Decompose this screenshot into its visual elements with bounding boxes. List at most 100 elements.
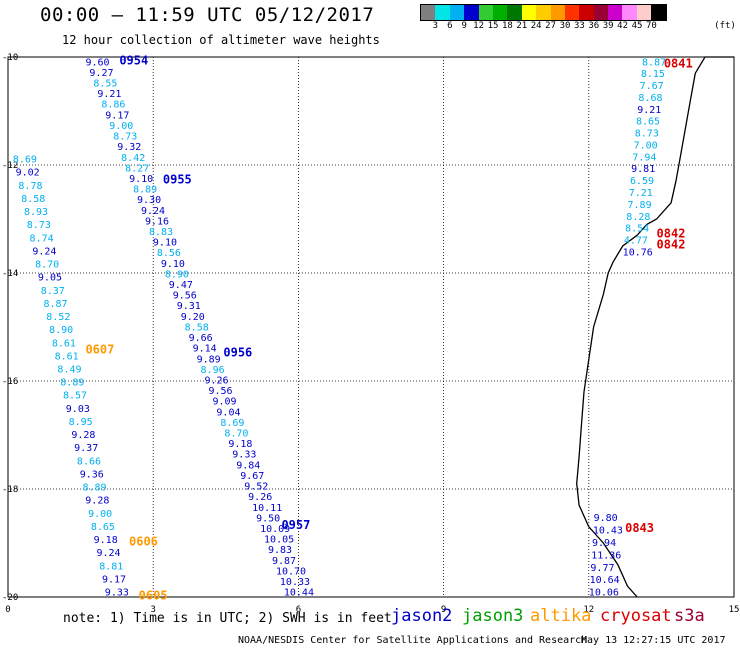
track-c-wave-height: 10.64 <box>590 575 620 586</box>
track-c-wave-height: 8.65 <box>636 117 660 128</box>
track-a-wave-height: 9.60 <box>85 57 109 68</box>
colorbar-swatch <box>449 5 465 20</box>
track-a-wave-height: 8.73 <box>113 132 137 143</box>
colorbar-tick-label: 3 <box>432 21 439 31</box>
track-a-wave-height: 8.56 <box>157 248 181 259</box>
track-b-wave-height: 8.95 <box>69 417 93 428</box>
colorbar-swatch <box>579 5 594 20</box>
coastline <box>576 56 734 598</box>
colorbar-swatch <box>464 5 479 20</box>
colorbar-swatch <box>536 5 551 20</box>
colorbar-swatch <box>421 5 436 20</box>
track-b-wave-height: 8.69 <box>13 155 37 166</box>
track-c-wave-height: 8.73 <box>635 129 659 140</box>
track-a-wave-height: 8.69 <box>220 418 244 429</box>
legend-cryosat: cryosat <box>600 606 672 626</box>
track-c-wave-height: 9.21 <box>637 105 661 116</box>
track-a-wave-height: 9.10 <box>153 238 177 249</box>
pass-time-label: 0954 <box>119 54 148 68</box>
colorbar-tick-label: 30 <box>559 21 571 31</box>
track-a-wave-height: 9.50 <box>256 513 280 524</box>
track-a-wave-height: 8.90 <box>165 269 189 280</box>
pass-time-label: 0841 <box>664 56 693 70</box>
track-b-wave-height: 9.17 <box>102 574 126 585</box>
track-a-wave-height: 10.09 <box>260 524 290 535</box>
track-c-wave-height: 7.21 <box>629 188 653 199</box>
chart-title: 00:00 – 11:59 UTC 05/12/2017 <box>40 4 375 26</box>
track-a-wave-height: 8.96 <box>201 365 225 376</box>
track-a-wave-height: 10.05 <box>264 535 294 546</box>
track-a-wave-height: 9.14 <box>193 344 217 355</box>
track-b-wave-height: 9.37 <box>74 443 98 454</box>
pass-time-label: 0842 <box>657 237 686 251</box>
colorbar-swatch <box>651 5 666 20</box>
map-svg: 0 3 6 9 12 15-10-12-14-16-18-209.609.278.559.… <box>2 53 739 615</box>
track-b-wave-height: 9.05 <box>38 273 62 284</box>
track-a-wave-height: 9.21 <box>97 89 121 100</box>
track-a-wave-height: 9.26 <box>205 375 229 386</box>
track-a-wave-height: 8.83 <box>149 227 173 238</box>
track-c-wave-height: 8.54 <box>625 224 649 235</box>
chart-subtitle: 12 hour collection of altimeter wave hei… <box>62 33 380 47</box>
plot-frame <box>7 56 735 598</box>
track-c-wave-height: 9.81 <box>631 164 655 175</box>
track-a-wave-height: 10.44 <box>284 588 314 599</box>
track-b-wave-height: 8.73 <box>27 220 51 231</box>
track-a-wave-height: 9.47 <box>169 280 193 291</box>
track-c-wave-height: 7.00 <box>634 140 658 151</box>
pass-time-label: 0842 <box>657 227 686 241</box>
track-a-wave-height: 9.17 <box>105 110 129 121</box>
track-a-wave-height: 9.26 <box>248 492 272 503</box>
track-a-wave-height: 10.70 <box>276 566 306 577</box>
track-c-wave-height: 11.36 <box>591 550 621 561</box>
pass-time-label: 0607 <box>85 343 114 357</box>
track-a-wave-height: 9.33 <box>232 450 256 461</box>
track-a-wave-height: 8.70 <box>224 429 248 440</box>
track-a-wave-height: 9.30 <box>137 195 161 206</box>
track-b-wave-height: 9.03 <box>66 404 90 415</box>
track-c-wave-height: 7.94 <box>632 152 656 163</box>
track-a-wave-height: 9.32 <box>117 142 141 153</box>
track-b-wave-height: 8.61 <box>52 338 76 349</box>
track-b-wave-height: 9.24 <box>96 548 120 559</box>
colorbar-swatch <box>478 5 493 20</box>
x-tick-label: 12 <box>583 605 594 615</box>
colorbar-tick-label: 21 <box>516 21 528 31</box>
track-b-wave-height: 8.81 <box>99 561 123 572</box>
colorbar-swatch <box>435 5 450 20</box>
colorbar-tick-label: 6 <box>447 21 453 31</box>
track-a-wave-height: 10.11 <box>252 503 282 514</box>
pass-time-label: 0605 <box>139 588 168 602</box>
track-b-wave-height: 8.52 <box>46 312 70 323</box>
track-b-wave-height: 9.33 <box>105 588 129 599</box>
colorbar-swatch <box>564 5 580 20</box>
track-b-wave-height: 9.00 <box>88 509 112 520</box>
track-a-wave-height: 9.52 <box>244 482 268 493</box>
track-a-wave-height: 9.56 <box>208 386 232 397</box>
colorbar-swatch <box>507 5 522 20</box>
track-a-wave-height: 9.27 <box>89 68 113 79</box>
track-c-wave-height: 9.77 <box>590 563 614 574</box>
y-tick-label: -18 <box>2 485 18 495</box>
pass-time-label: 0843 <box>625 521 654 535</box>
track-a-wave-height: 8.86 <box>101 100 125 111</box>
track-a-wave-height: 9.16 <box>145 216 169 227</box>
map-plot-area: 0 3 6 9 12 15 -10 -12 -14 -16 -18 -20 9.60 9.27 8.55 9.… <box>2 53 739 615</box>
track-b-wave-height: 8.65 <box>91 522 115 533</box>
track-b-wave-height: 9.18 <box>94 535 118 546</box>
track-b-wave-height: 8.58 <box>21 194 45 205</box>
colorbar-swatch <box>593 5 609 20</box>
track-a-wave-height: 9.20 <box>181 312 205 323</box>
track-b-wave-height: 8.57 <box>63 391 87 402</box>
track-a-wave-height: 9.89 <box>197 354 221 365</box>
colorbar-tick-label: 27 <box>545 21 557 31</box>
track-a-wave-height: 9.84 <box>236 460 260 471</box>
pass-time-label: 0955 <box>163 173 192 187</box>
track-c-wave-height: 10.43 <box>593 526 623 537</box>
colorbar-swatch <box>636 5 652 20</box>
colorbar-swatch <box>492 5 508 20</box>
colorbar-swatch <box>550 5 565 20</box>
credit-line: NOAA/NESDIS Center for Satellite Applica… <box>238 635 588 646</box>
track-a-wave-height: 9.24 <box>141 206 165 217</box>
track-a-wave-height: 9.56 <box>173 291 197 302</box>
